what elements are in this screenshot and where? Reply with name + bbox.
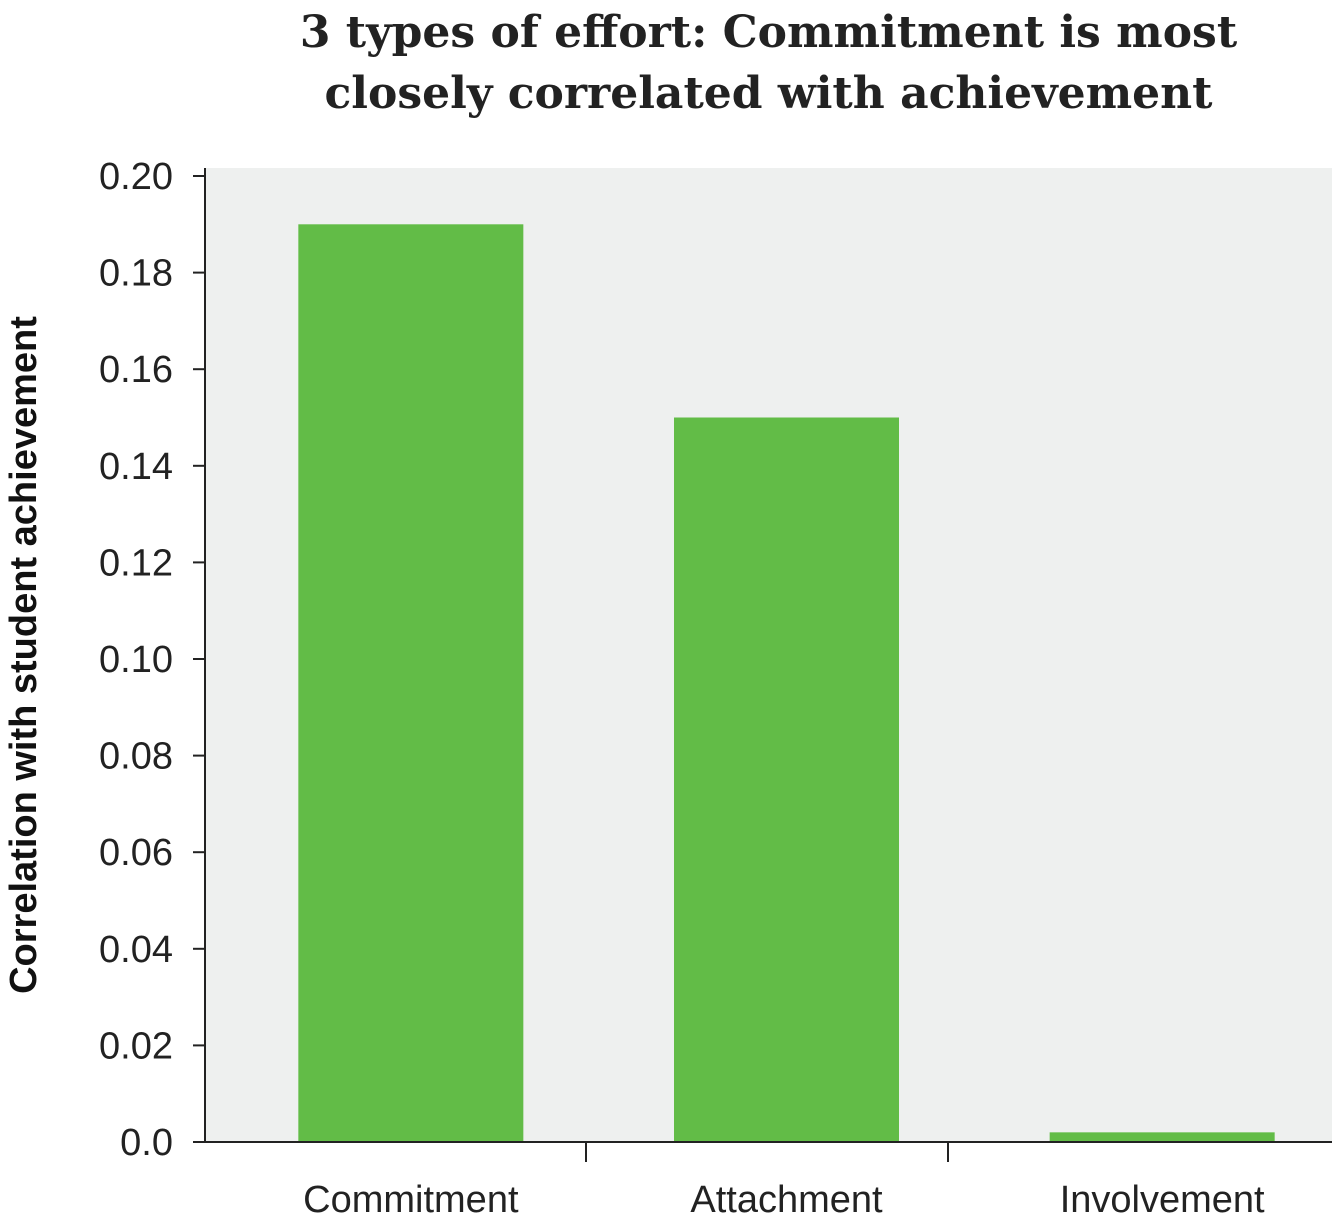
y-tick-label: 0.04 (99, 929, 173, 971)
y-tick-label: 0.18 (99, 253, 173, 295)
y-tick-label: 0.02 (99, 1025, 173, 1067)
bar-involvement (1049, 1132, 1275, 1142)
y-tick-label: 0.16 (99, 349, 173, 391)
y-tick-label: 0.14 (99, 446, 173, 488)
y-tick-label: 0.12 (99, 542, 173, 584)
y-tick-label: 0.20 (99, 156, 173, 198)
x-tick-label-attachment: Attachment (690, 1179, 883, 1221)
bar-attachment (674, 417, 899, 1142)
y-tick-label: 0.10 (99, 639, 173, 681)
bar-commitment (298, 224, 524, 1143)
x-tick-label-involvement: Involvement (1060, 1179, 1265, 1221)
y-tick-label: 0.08 (99, 736, 173, 778)
y-tick-label: 0.0 (120, 1122, 173, 1164)
y-axis-label: Correlation with student achievement (3, 316, 45, 994)
x-tick-label-commitment: Commitment (303, 1179, 519, 1221)
y-tick-label: 0.06 (99, 832, 173, 874)
chart-title: 3 types of effort: Commitment is most cl… (299, 7, 1238, 119)
